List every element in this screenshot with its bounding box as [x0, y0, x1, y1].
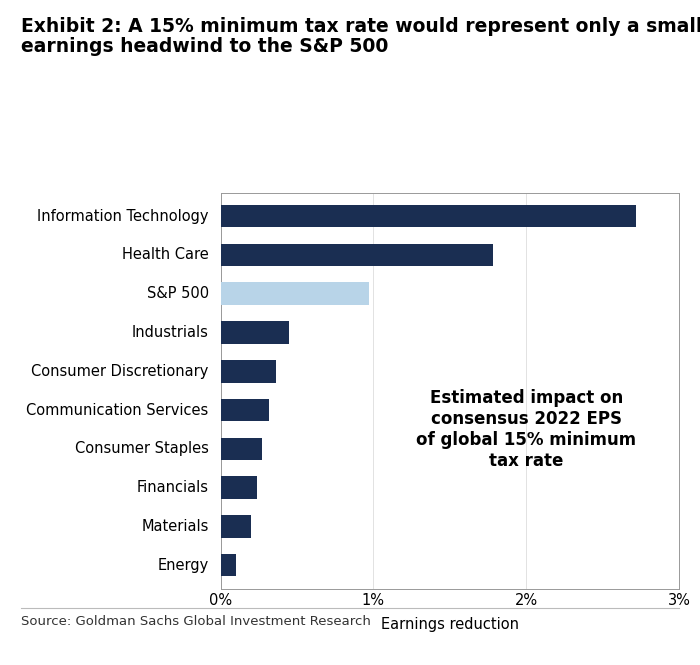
Bar [220, 205, 636, 227]
Bar [220, 321, 289, 344]
Bar [220, 243, 493, 266]
Text: earnings headwind to the S&P 500: earnings headwind to the S&P 500 [21, 37, 388, 56]
Bar [220, 360, 276, 382]
X-axis label: Earnings reduction: Earnings reduction [381, 616, 519, 632]
Bar [220, 399, 270, 422]
Bar [220, 283, 369, 305]
Text: Source: Goldman Sachs Global Investment Research: Source: Goldman Sachs Global Investment … [21, 615, 371, 628]
Bar [220, 515, 251, 538]
Bar [220, 438, 262, 460]
Text: Exhibit 2: A 15% minimum tax rate would represent only a small: Exhibit 2: A 15% minimum tax rate would … [21, 17, 700, 36]
Bar [220, 476, 257, 499]
Bar [220, 554, 236, 577]
Text: Estimated impact on
consensus 2022 EPS
of global 15% minimum
tax rate: Estimated impact on consensus 2022 EPS o… [416, 389, 636, 469]
